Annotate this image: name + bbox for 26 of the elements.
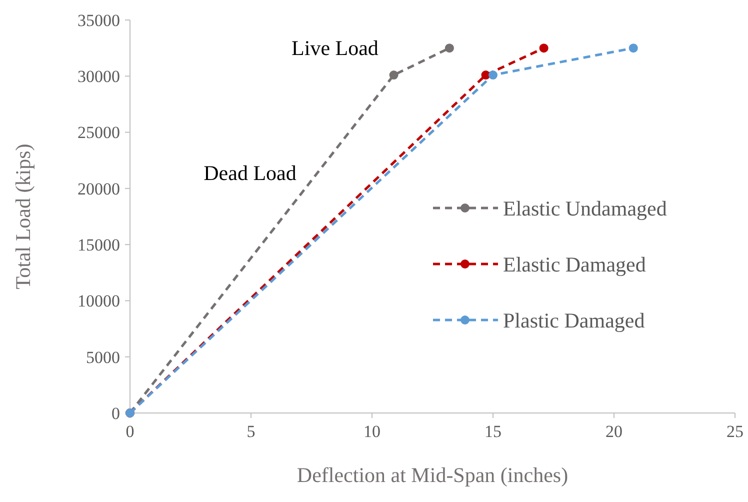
annotation: Live Load xyxy=(292,36,379,60)
point xyxy=(444,44,454,53)
x-tick-label: 20 xyxy=(606,422,622,441)
point xyxy=(488,70,498,80)
point xyxy=(389,70,398,80)
point xyxy=(628,44,638,53)
y-tick-label: 25000 xyxy=(78,123,120,142)
x-tick-label: 25 xyxy=(726,422,744,441)
y-tick-label: 10000 xyxy=(78,292,120,311)
y-tick-label: 30000 xyxy=(78,67,120,86)
y-tick-label: 20000 xyxy=(78,179,120,198)
y-tick-label: 5000 xyxy=(86,348,120,367)
x-tick-label: 10 xyxy=(364,422,380,441)
x-axis-title: Deflection at Mid-Span (inches) xyxy=(296,463,568,487)
y-tick-label: 0 xyxy=(112,404,120,423)
y-tick-label: 35000 xyxy=(78,10,120,30)
legend-label: Plastic Damaged xyxy=(503,308,646,332)
x-tick-label: 0 xyxy=(126,422,134,441)
y-axis-title: Total Load (kips) xyxy=(11,144,35,290)
x-tick-label: 15 xyxy=(484,422,502,441)
legend-label: Elastic Undamaged xyxy=(503,196,668,220)
x-tick-label: 5 xyxy=(246,422,256,441)
point xyxy=(539,44,548,53)
y-tick-label: 15000 xyxy=(78,236,120,255)
legend-label: Elastic Damaged xyxy=(503,252,646,276)
annotation: Dead Load xyxy=(204,161,297,185)
